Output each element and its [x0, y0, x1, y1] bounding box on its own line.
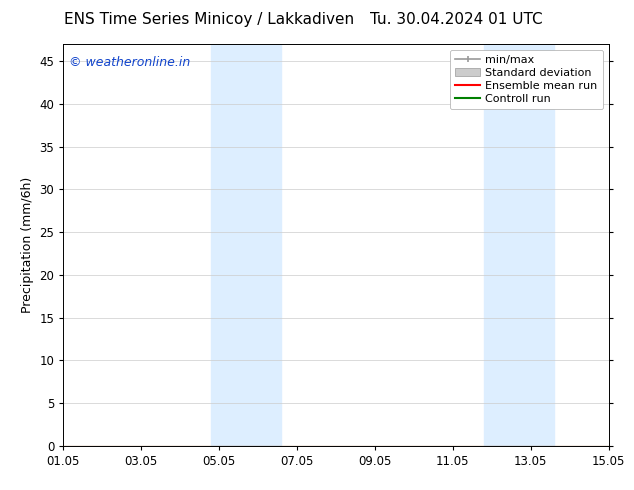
Bar [211, 44, 281, 446]
Text: ENS Time Series Minicoy / Lakkadiven: ENS Time Series Minicoy / Lakkadiven [64, 12, 354, 27]
Text: Tu. 30.04.2024 01 UTC: Tu. 30.04.2024 01 UTC [370, 12, 543, 27]
Y-axis label: Precipitation (mm/6h): Precipitation (mm/6h) [21, 177, 34, 313]
Bar [484, 44, 554, 446]
Text: © weatheronline.in: © weatheronline.in [69, 56, 190, 69]
Legend: min/max, Standard deviation, Ensemble mean run, Controll run: min/max, Standard deviation, Ensemble me… [450, 49, 603, 109]
